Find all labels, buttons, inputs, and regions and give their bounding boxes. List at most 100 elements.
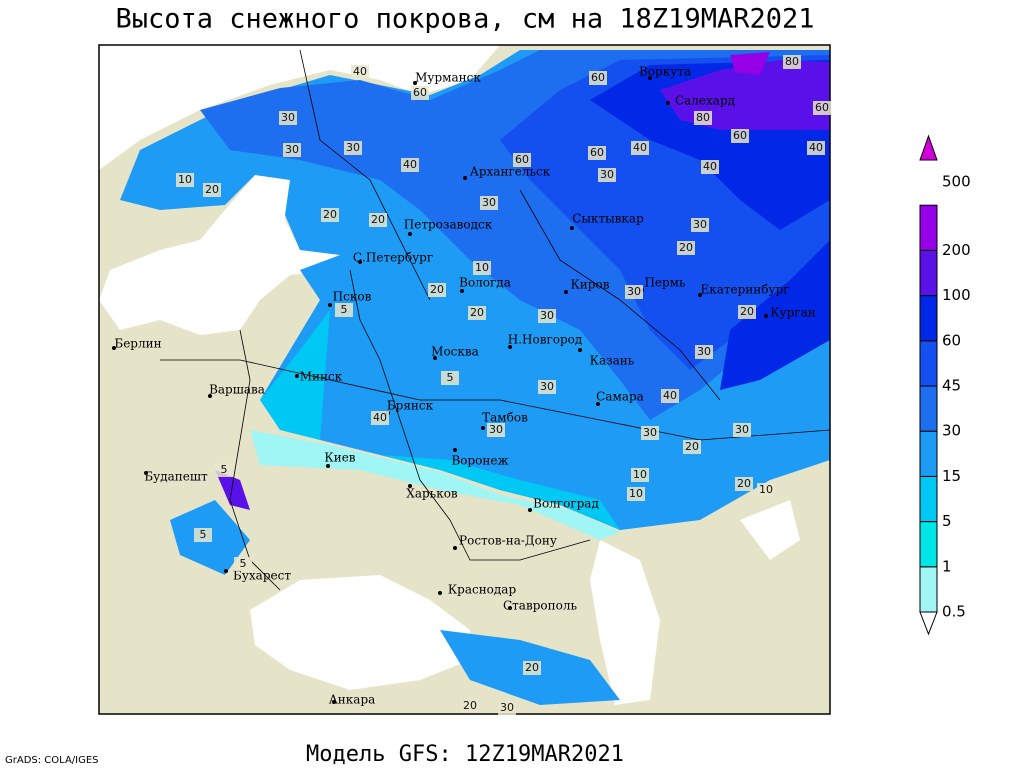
city-dot xyxy=(570,226,574,230)
contour-label: 5 xyxy=(200,528,207,541)
contour-label: 30 xyxy=(600,168,614,181)
colorbar-label: 45 xyxy=(942,377,961,395)
contour-label: 30 xyxy=(627,285,641,298)
city-dot xyxy=(453,448,457,452)
contour-label-box xyxy=(401,158,419,172)
city-dot xyxy=(208,394,212,398)
contour-label-box xyxy=(627,487,645,501)
city-label: Пермь xyxy=(644,276,686,290)
contour-label: 30 xyxy=(540,380,554,393)
city-label: Киров xyxy=(571,278,610,292)
contour-label: 60 xyxy=(590,146,604,159)
city-label: Самара xyxy=(596,390,644,404)
city-label: Волгоград xyxy=(533,497,599,511)
city-dot xyxy=(453,546,457,550)
colorbar-end xyxy=(919,134,938,161)
contour-label: 30 xyxy=(643,426,657,439)
contour-label: 30 xyxy=(489,423,503,436)
city-label: Воркута xyxy=(639,65,691,79)
colorbar-label: 1 xyxy=(942,557,952,575)
credit: GrADS: COLA/IGES xyxy=(5,755,99,766)
contour-label: 20 xyxy=(430,283,444,296)
city-dot xyxy=(481,426,485,430)
contour-label: 30 xyxy=(500,701,514,714)
contour-label: 80 xyxy=(785,55,799,68)
colorbar-label: 100 xyxy=(942,286,971,304)
contour-label: 30 xyxy=(693,218,707,231)
city-label: Вологда xyxy=(459,276,511,290)
sea xyxy=(99,175,350,335)
city-dot xyxy=(528,508,532,512)
contour-label: 10 xyxy=(759,483,773,496)
city-label: Ростов-на-Дону xyxy=(459,534,557,548)
colorbar-label: 5 xyxy=(942,512,952,530)
city-dot xyxy=(578,348,582,352)
city-dot xyxy=(413,81,417,85)
contour-label: 20 xyxy=(470,306,484,319)
city-label: Н.Новгород xyxy=(508,333,583,347)
city-label: Бухарест xyxy=(233,569,291,583)
sea xyxy=(99,45,500,170)
city-dot xyxy=(326,464,330,468)
contour-label-box xyxy=(487,423,505,437)
contour-label-box xyxy=(738,305,756,319)
contour-label-box xyxy=(369,213,387,227)
colorbar-label: 500 xyxy=(942,173,971,191)
contour-label-box xyxy=(695,345,713,359)
city-label: Варшава xyxy=(209,383,265,397)
colorbar-segment xyxy=(919,385,938,432)
city-dot xyxy=(408,484,412,488)
contour-label: 20 xyxy=(737,477,751,490)
contour-label-box xyxy=(321,208,339,222)
sea xyxy=(590,540,660,705)
city-label: Салехард xyxy=(675,94,735,108)
contour-label-box xyxy=(538,380,556,394)
contour-label-box xyxy=(441,371,459,385)
snow-05 xyxy=(250,430,620,540)
contour-label-box xyxy=(731,129,749,143)
contour-label-box xyxy=(513,153,531,167)
map: Мурманск Воркута Салехард Архангельск Сыктыв… xyxy=(98,44,831,715)
colorbar-label: 60 xyxy=(942,331,961,349)
city-label: Курган xyxy=(770,306,815,320)
city-label: Казань xyxy=(590,354,635,368)
contour-label-box xyxy=(631,468,649,482)
contour-label-box xyxy=(538,309,556,323)
contour-label: 20 xyxy=(685,440,699,453)
city-label: Тамбов xyxy=(482,411,528,425)
city-label: Архангельск xyxy=(470,165,551,179)
contour-label-box xyxy=(691,218,709,232)
city-label: Краснодар xyxy=(448,583,517,597)
city-label: Будапешт xyxy=(144,470,208,484)
contour-label: 60 xyxy=(515,153,529,166)
contour-label: 10 xyxy=(633,468,647,481)
map-frame xyxy=(98,44,831,715)
contour-label: 20 xyxy=(679,241,693,254)
city-label: Москва xyxy=(431,345,479,359)
city-dot xyxy=(648,76,652,80)
snow-200 xyxy=(730,52,770,75)
contour-label: 10 xyxy=(178,173,192,186)
city-label: Псков xyxy=(333,290,372,304)
city-label: Минск xyxy=(300,370,343,384)
city-dot xyxy=(764,314,768,318)
contour-label-box xyxy=(589,71,607,85)
city-label: Мурманск xyxy=(415,71,481,85)
contour-label-box xyxy=(468,306,486,320)
contour-label-box xyxy=(283,143,301,157)
colorbar-segment xyxy=(919,521,938,568)
contour-label: 60 xyxy=(733,129,747,142)
contour-label: 40 xyxy=(373,411,387,424)
city-dot xyxy=(438,591,442,595)
contour-label-box xyxy=(351,65,369,79)
city-dot xyxy=(564,290,568,294)
contour-label-box xyxy=(661,389,679,403)
city-dot xyxy=(460,289,464,293)
city-dot xyxy=(666,101,670,105)
contour-label: 20 xyxy=(463,699,477,712)
colorbar-segment xyxy=(919,295,938,342)
city-label: Брянск xyxy=(387,399,434,413)
contour-label: 40 xyxy=(353,65,367,78)
